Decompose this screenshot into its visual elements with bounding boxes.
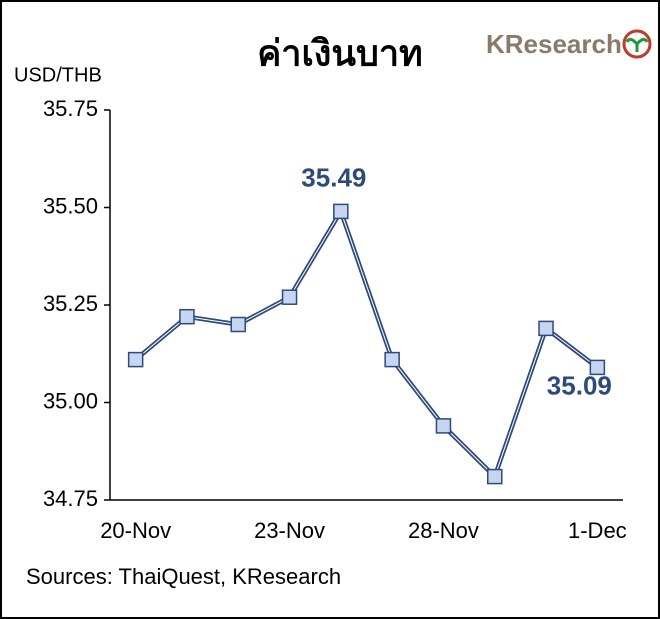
marker bbox=[589, 359, 606, 376]
x-tick-label: 23-Nov bbox=[254, 518, 325, 543]
marker bbox=[487, 468, 503, 485]
marker bbox=[384, 351, 400, 368]
marker bbox=[435, 418, 452, 434]
logo-leaf bbox=[625, 37, 649, 52]
y-tick-label: 34.75 bbox=[43, 486, 98, 511]
marker bbox=[333, 203, 349, 220]
line-highlight bbox=[135, 210, 598, 478]
marker bbox=[230, 316, 246, 333]
marker bbox=[281, 289, 298, 305]
chart-title: ค่าเงินบาท bbox=[257, 33, 423, 74]
logo: KResearch bbox=[486, 29, 622, 59]
x-tick-label: 28-Nov bbox=[408, 518, 479, 543]
y-tick-label: 35.25 bbox=[43, 291, 98, 316]
data-label: 35.09 bbox=[547, 370, 612, 400]
y-axis-label: USD/THB bbox=[14, 64, 102, 86]
source: Sources: ThaiQuest, KResearch bbox=[26, 564, 341, 589]
marker bbox=[127, 351, 144, 368]
marker bbox=[179, 308, 195, 325]
y-tick-label: 35.75 bbox=[43, 96, 98, 121]
x-tick-label: 1-Dec bbox=[568, 518, 627, 543]
y-tick-label: 35.00 bbox=[43, 388, 98, 413]
data-label: 35.49 bbox=[301, 162, 366, 192]
y-tick-label: 35.50 bbox=[43, 193, 98, 218]
marker bbox=[538, 320, 554, 337]
x-tick-label: 20-Nov bbox=[100, 518, 171, 543]
